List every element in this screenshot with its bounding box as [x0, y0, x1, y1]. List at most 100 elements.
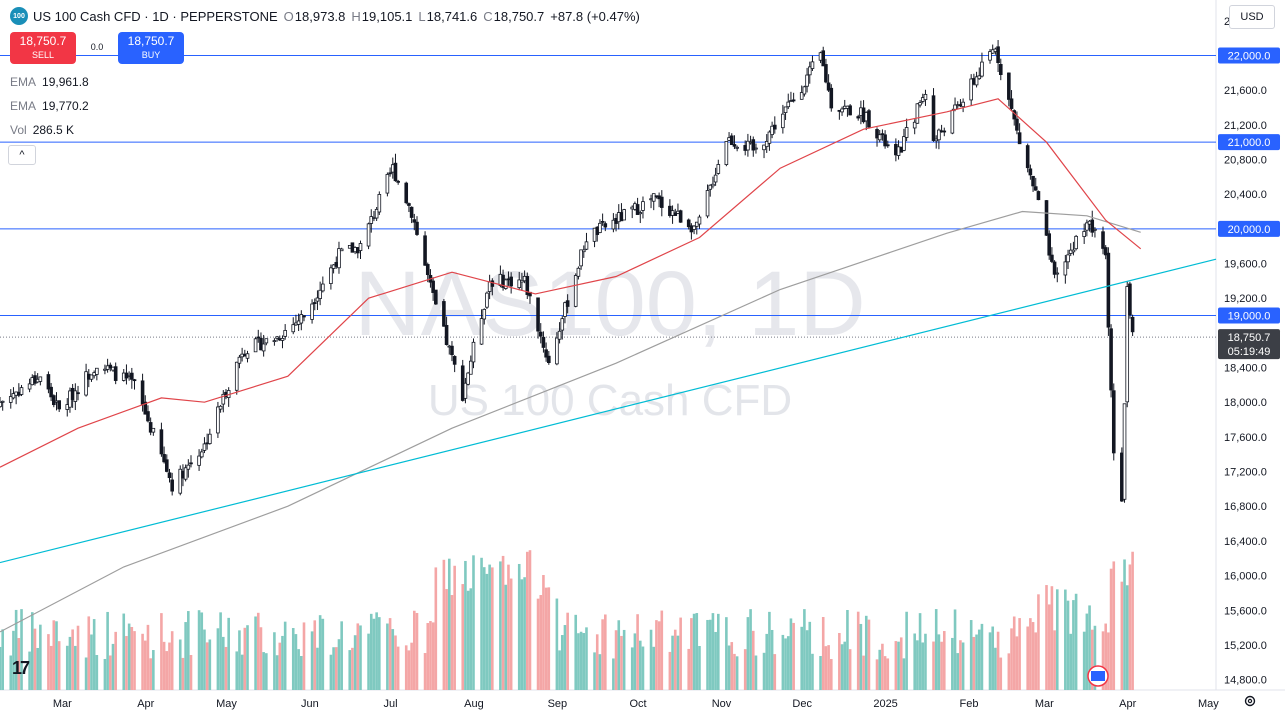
candle-body: [762, 144, 766, 151]
level-price-label: 21,000.0: [1228, 137, 1271, 149]
volume-bar: [593, 652, 596, 690]
x-tick-label: Dec: [792, 698, 812, 710]
volume-bar: [189, 655, 193, 690]
volume-bar: [706, 619, 709, 690]
volume-bar: [208, 639, 212, 690]
candle-body: [113, 366, 118, 381]
candle-body: [19, 387, 24, 395]
currency-button[interactable]: USD: [1229, 5, 1275, 29]
level-price-label: 20,000.0: [1228, 224, 1271, 236]
volume-bar: [673, 629, 677, 690]
volume-bar: [68, 636, 72, 690]
indicator-volume[interactable]: Vol 286.5 K: [10, 123, 74, 137]
volume-bar: [754, 655, 758, 690]
volume-bar: [803, 609, 806, 690]
candle-body: [638, 212, 643, 215]
volume-bar: [711, 613, 715, 690]
volume-bar: [378, 617, 381, 690]
candle-body: [503, 279, 508, 289]
volume-bar: [525, 551, 529, 690]
volume-bar: [622, 629, 626, 690]
volume-bar: [668, 651, 672, 690]
candle-body: [442, 301, 446, 327]
volume-bar: [52, 620, 56, 690]
volume-bar: [1128, 564, 1132, 690]
candle-body: [407, 203, 411, 206]
candle-body: [377, 194, 382, 213]
volume-bar: [20, 609, 23, 690]
candle-body: [581, 249, 586, 253]
candle-body: [434, 289, 438, 305]
volume-bar: [351, 647, 354, 690]
high-value: 19,105.1: [361, 8, 413, 24]
candle-body: [977, 75, 982, 80]
candle-body: [385, 174, 390, 194]
candle-body: [961, 101, 965, 108]
candles: [0, 40, 1135, 503]
volume-bar: [953, 609, 957, 690]
volume-bar: [203, 629, 206, 690]
chevron-up-icon: ^: [19, 149, 25, 161]
volume-bar: [1047, 604, 1051, 690]
candle-body: [716, 164, 721, 174]
indicator-ema-fast[interactable]: EMA 19,961.8: [10, 75, 89, 89]
volume-bar: [577, 633, 580, 690]
candle-body: [1111, 390, 1116, 454]
candle-body: [1109, 328, 1113, 391]
candle-body: [829, 87, 834, 109]
sell-button[interactable]: 18,750.7 SELL: [10, 32, 76, 64]
volume-bar: [770, 629, 774, 690]
volume-bar: [340, 621, 343, 690]
candle-body: [805, 74, 809, 87]
volume-bar: [687, 648, 691, 690]
volume-bar: [942, 631, 946, 690]
low-label: L: [418, 8, 426, 24]
volume-bar: [913, 633, 916, 690]
candle-body: [46, 374, 51, 390]
volume-bar: [994, 647, 997, 690]
close-value: 18,750.7: [493, 8, 545, 24]
volume-bar: [461, 584, 465, 690]
volume-bar: [302, 622, 306, 690]
candle-body: [130, 372, 134, 380]
candle-body: [579, 249, 583, 267]
volume-bar: [221, 636, 225, 690]
candle-body: [988, 51, 992, 61]
candle-body: [557, 330, 562, 340]
volume-bar: [447, 558, 451, 690]
volume-bar: [560, 635, 564, 690]
volume-bar: [396, 646, 400, 690]
candle-body: [923, 94, 928, 101]
volume-bar: [862, 655, 865, 690]
y-tick-label: 18,000.0: [1224, 397, 1267, 409]
tradingview-logo[interactable]: 17: [12, 658, 30, 678]
indicator-name: EMA: [10, 99, 37, 113]
buy-button[interactable]: 18,750.7 BUY: [118, 32, 184, 64]
volume-bar: [238, 630, 241, 690]
volume-bar: [749, 609, 752, 690]
volume-bar: [318, 615, 322, 690]
candle-body: [132, 379, 137, 382]
volume-bar: [442, 559, 446, 690]
collapse-indicators-button[interactable]: ^: [8, 145, 36, 165]
volume-bar: [57, 641, 61, 690]
volume-bar: [431, 622, 435, 690]
volume-bar: [961, 642, 965, 690]
volume-bar: [743, 649, 747, 690]
volume-bar: [313, 620, 317, 690]
gear-icon[interactable]: [1243, 694, 1257, 708]
symbol-title[interactable]: US 100 Cash CFD · 1D · PEPPERSTONE: [33, 8, 278, 24]
candle-body: [49, 386, 53, 398]
volume-bar: [956, 653, 960, 690]
candle-body: [969, 78, 973, 101]
volume-bar: [485, 573, 489, 690]
volume-bar: [106, 611, 109, 690]
buy-price: 18,750.7: [127, 34, 175, 48]
indicator-ema-slow[interactable]: EMA 19,770.2: [10, 99, 89, 113]
volume-bar: [227, 617, 230, 690]
candle-body: [339, 248, 344, 252]
candle-body: [84, 371, 88, 396]
candle-body: [1090, 219, 1095, 233]
